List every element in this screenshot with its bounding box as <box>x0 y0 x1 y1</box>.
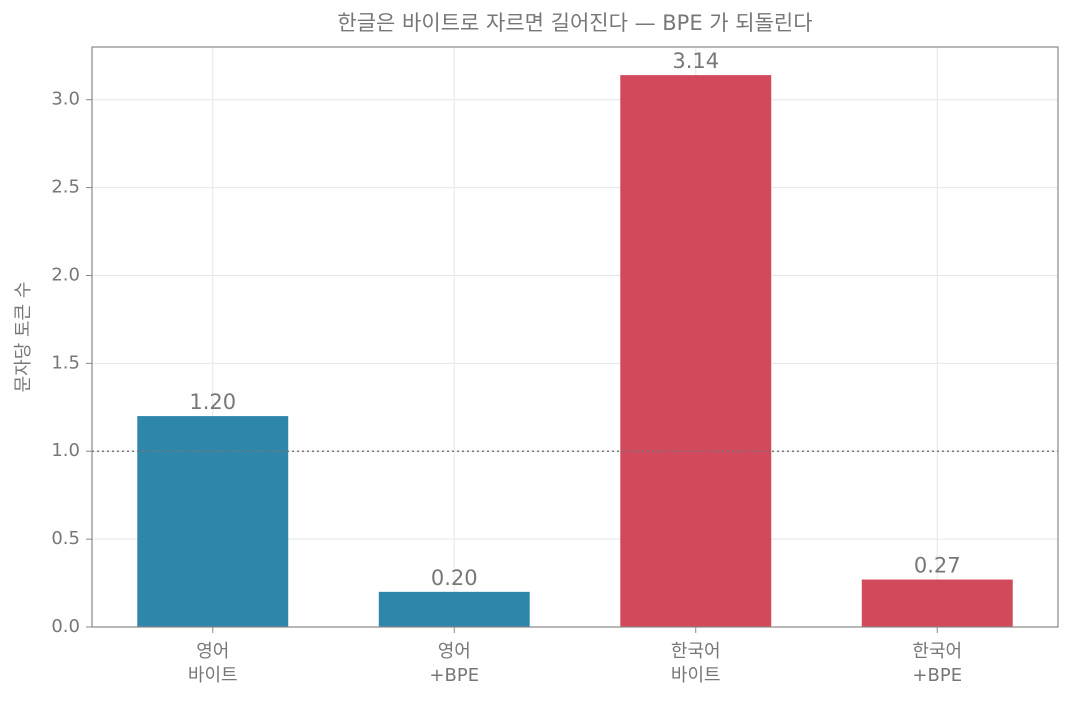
y-tick-label: 2.5 <box>51 177 80 198</box>
y-tick-label: 0.0 <box>51 616 80 637</box>
bar <box>378 591 530 627</box>
y-tick-label: 2.0 <box>51 264 80 285</box>
x-tick-label: 한국어 +BPE <box>912 641 962 686</box>
plot-frame <box>91 46 1059 628</box>
value-label: 0.27 <box>914 554 961 578</box>
value-label: 0.20 <box>431 566 478 590</box>
x-tick-label: 한국어 바이트 <box>671 641 721 686</box>
y-axis-label: 문자당 토큰 수 <box>13 282 34 393</box>
bar <box>137 416 289 627</box>
y-tick-label: 3.0 <box>51 89 80 110</box>
value-label: 1.20 <box>189 390 236 414</box>
y-tick-label: 1.0 <box>51 440 80 461</box>
value-label: 3.14 <box>672 49 719 73</box>
bar <box>620 75 772 627</box>
x-tick-label: 영어 바이트 <box>188 641 238 686</box>
y-tick-label: 0.5 <box>51 528 80 549</box>
chart-title: 한글은 바이트로 자르면 길어진다 — BPE 가 되돌린다 <box>337 11 812 35</box>
y-tick-label: 1.5 <box>51 352 80 373</box>
x-tick-label: 영어 +BPE <box>429 641 479 686</box>
bar <box>861 579 1013 627</box>
